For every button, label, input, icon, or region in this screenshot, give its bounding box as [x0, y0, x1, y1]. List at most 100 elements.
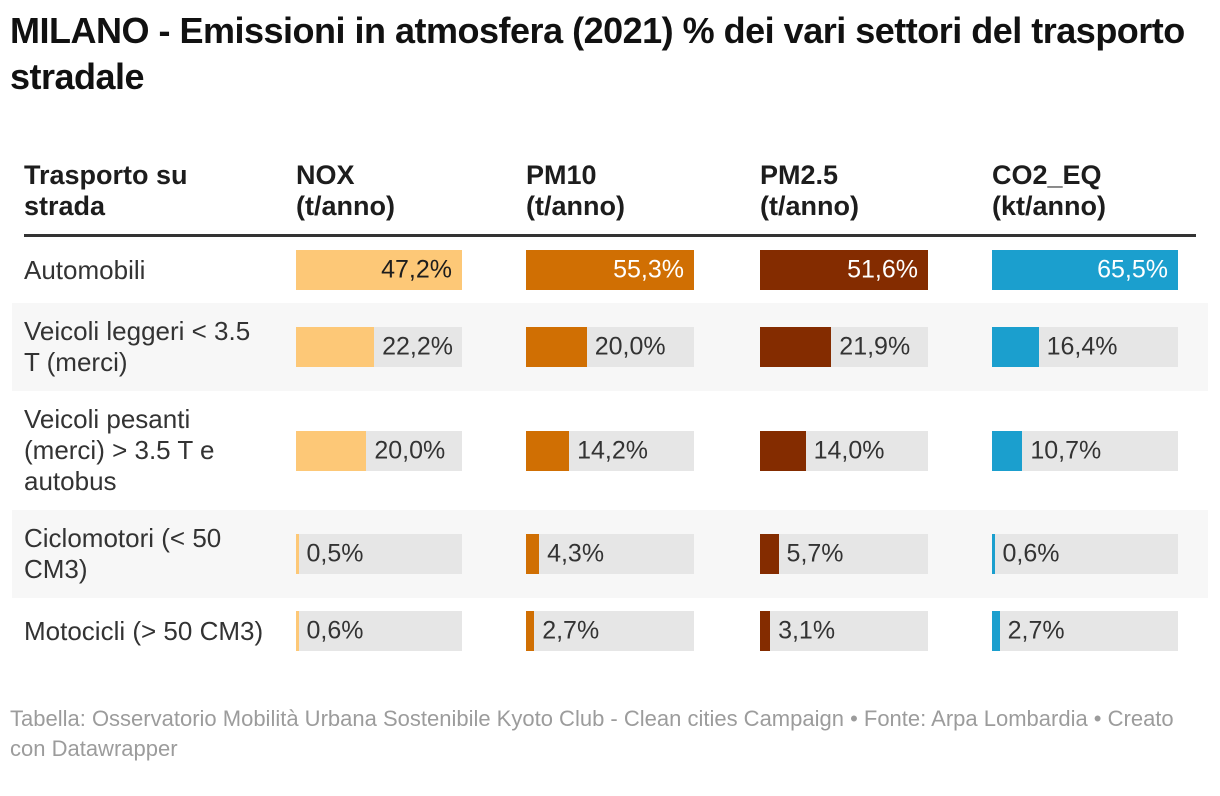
bar-cell-pm10: 2,7% — [526, 611, 760, 651]
bar-cell-co2eq: 2,7% — [992, 611, 1196, 651]
bar-value-label: 21,9% — [839, 332, 911, 361]
bar-fill — [526, 534, 540, 574]
table-row: Veicoli pesanti (merci) > 3.5 T e autobu… — [12, 391, 1208, 510]
bar-track: 21,9% — [760, 327, 928, 367]
bar-fill — [760, 250, 928, 290]
bar-track: 5,7% — [760, 534, 928, 574]
data-table: Trasporto su strada NOX (t/anno) PM10 (t/… — [0, 160, 1220, 664]
bar-fill — [296, 327, 375, 367]
footer-attribution: Tabella: Osservatorio Mobilità Urbana So… — [10, 706, 1174, 761]
bar-value-label: 3,1% — [778, 616, 836, 645]
bar-value-label: 14,2% — [577, 436, 649, 464]
bar-value-label: 20,0% — [594, 332, 666, 361]
bar-fill — [992, 611, 1000, 651]
bar-fill — [296, 430, 367, 471]
bar-track: 2,7% — [992, 611, 1178, 651]
bar-track: 0,5% — [296, 534, 462, 574]
table-header-row: Trasporto su strada NOX (t/anno) PM10 (t/… — [24, 160, 1196, 237]
bar-value-label: 47,2% — [381, 255, 452, 284]
row-label: Veicoli leggeri < 3.5 T (merci) — [24, 316, 251, 377]
bar-track: 2,7% — [526, 611, 694, 651]
page-root: MILANO - Emissioni in atmosfera (2021) %… — [0, 8, 1220, 764]
bar-track: 20,0% — [296, 430, 462, 471]
chart-title: MILANO - Emissioni in atmosfera (2021) %… — [10, 10, 1185, 97]
bar-fill — [992, 534, 995, 574]
bar-fill — [526, 327, 587, 367]
bar-fill — [760, 430, 806, 471]
column-header-pm25: PM2.5 (t/anno) — [760, 160, 859, 221]
bar-cell-co2eq: 0,6% — [992, 534, 1196, 574]
bar-cell-pm25: 21,9% — [760, 327, 992, 367]
table-row: Ciclomotori (< 50 CM3) 0,5% 4,3% 5,7% 0,6% — [12, 510, 1208, 598]
bar-value-label: 22,2% — [382, 332, 453, 361]
bar-fill — [526, 250, 694, 290]
bar-track: 3,1% — [760, 611, 928, 651]
bar-value-label: 10,7% — [1030, 436, 1102, 464]
bar-cell-nox: 0,5% — [296, 534, 526, 574]
bar-track: 55,3% — [526, 250, 694, 290]
bar-value-label: 51,6% — [847, 255, 918, 284]
bar-cell-pm25: 3,1% — [760, 611, 992, 651]
bar-fill — [760, 534, 779, 574]
bar-value-label: 2,7% — [1007, 616, 1065, 645]
bar-fill — [296, 250, 462, 290]
bar-cell-co2eq: 10,7% — [992, 430, 1196, 471]
bar-cell-pm10: 55,3% — [526, 250, 760, 290]
bar-cell-nox: 0,6% — [296, 611, 526, 651]
bar-track: 65,5% — [992, 250, 1178, 290]
bar-track: 22,2% — [296, 327, 462, 367]
bar-track: 16,4% — [992, 327, 1178, 367]
bar-value-label: 14,0% — [813, 436, 885, 464]
bar-value-label: 2,7% — [542, 616, 600, 645]
bar-fill — [760, 611, 771, 651]
bar-value-label: 0,6% — [1002, 539, 1060, 568]
bar-cell-nox: 47,2% — [296, 250, 526, 290]
table-row: Automobili 47,2% 55,3% 51,6% 65,5% — [12, 237, 1208, 303]
bar-cell-co2eq: 16,4% — [992, 327, 1196, 367]
bar-fill — [760, 327, 832, 367]
bar-cell-pm25: 14,0% — [760, 430, 992, 471]
bar-value-label: 4,3% — [547, 539, 605, 568]
bar-track: 14,0% — [760, 430, 928, 471]
bar-track: 47,2% — [296, 250, 462, 290]
bar-track: 0,6% — [296, 611, 462, 651]
bar-value-label: 20,0% — [374, 436, 446, 464]
bar-cell-nox: 22,2% — [296, 327, 526, 367]
bar-fill — [296, 611, 299, 651]
row-label: Motocicli (> 50 CM3) — [24, 615, 264, 646]
bar-track: 10,7% — [992, 430, 1178, 471]
bar-cell-co2eq: 65,5% — [992, 250, 1196, 290]
table-body: Automobili 47,2% 55,3% 51,6% 65,5% Veicoli le… — [0, 237, 1220, 664]
bar-track: 0,6% — [992, 534, 1178, 574]
bar-cell-nox: 20,0% — [296, 430, 526, 471]
bar-fill — [992, 430, 1023, 471]
bar-value-label: 5,7% — [786, 539, 844, 568]
table-row: Veicoli leggeri < 3.5 T (merci) 22,2% 20,0… — [12, 303, 1208, 391]
bar-fill — [992, 250, 1178, 290]
bar-cell-pm10: 14,2% — [526, 430, 760, 471]
row-label: Veicoli pesanti (merci) > 3.5 T e autobu… — [24, 404, 215, 496]
bar-cell-pm10: 20,0% — [526, 327, 760, 367]
bar-value-label: 65,5% — [1097, 255, 1168, 284]
column-header-nox: NOX (t/anno) — [296, 160, 395, 221]
row-label: Automobili — [24, 254, 146, 285]
column-header-pm10: PM10 (t/anno) — [526, 160, 625, 221]
bar-value-label: 55,3% — [613, 255, 684, 284]
bar-fill — [296, 534, 299, 574]
bar-fill — [992, 327, 1039, 367]
table-row: Motocicli (> 50 CM3) 0,6% 2,7% 3,1% 2,7% — [12, 598, 1208, 664]
bar-track: 20,0% — [526, 327, 694, 367]
bar-track: 4,3% — [526, 534, 694, 574]
bar-cell-pm25: 51,6% — [760, 250, 992, 290]
column-header-trasporto-su-strada: Trasporto su strada — [24, 160, 188, 221]
row-label: Ciclomotori (< 50 CM3) — [24, 523, 222, 584]
bar-cell-pm25: 5,7% — [760, 534, 992, 574]
bar-track: 14,2% — [526, 430, 694, 471]
bar-value-label: 16,4% — [1046, 332, 1118, 361]
column-header-co2eq: CO2_EQ (kt/anno) — [992, 160, 1106, 221]
bar-value-label: 0,6% — [306, 616, 364, 645]
bar-fill — [526, 430, 570, 471]
bar-track: 51,6% — [760, 250, 928, 290]
bar-cell-pm10: 4,3% — [526, 534, 760, 574]
bar-fill — [526, 611, 535, 651]
